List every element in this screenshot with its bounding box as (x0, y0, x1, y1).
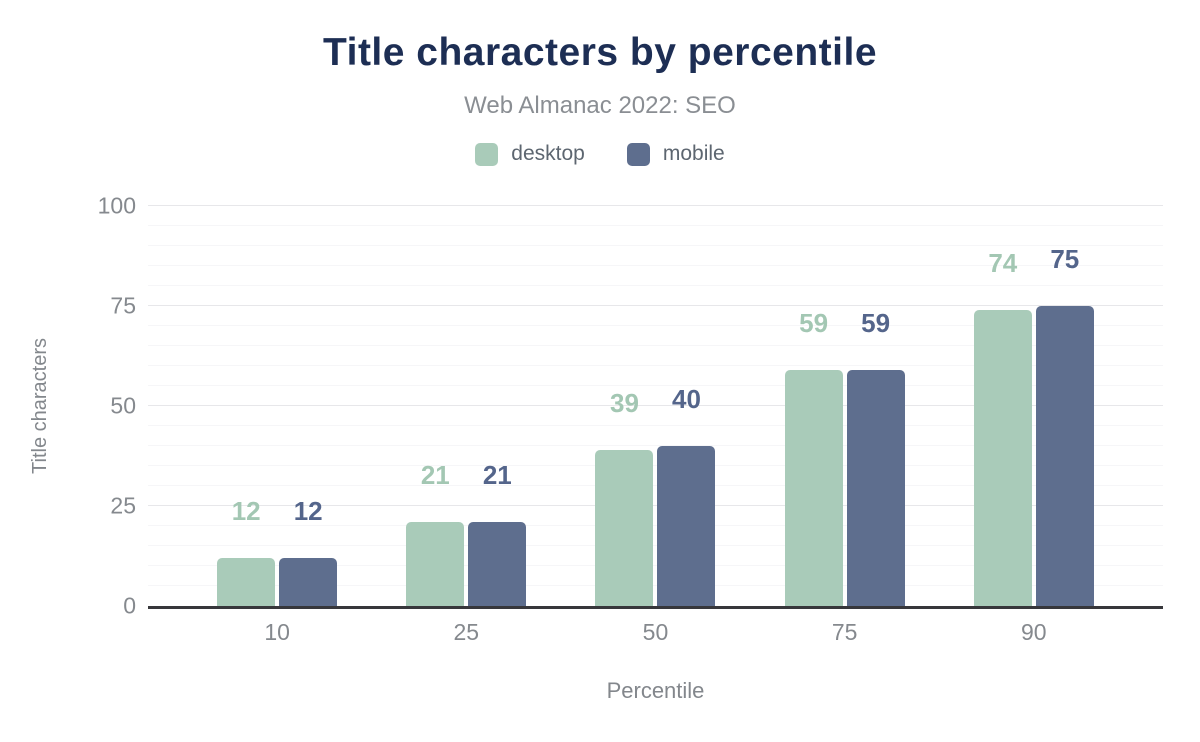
bar-wrap-mobile-90: 75 (1035, 206, 1094, 606)
gridline-95 (148, 225, 1163, 226)
bar-group-25: 21 21 (406, 206, 527, 606)
y-tick-label-0: 0 (123, 592, 136, 619)
gridline-25 (148, 505, 1163, 506)
legend-label-desktop: desktop (511, 142, 585, 165)
gridline-85 (148, 265, 1163, 266)
bar-wrap-desktop-10: 12 (217, 206, 276, 606)
gridline-40 (148, 445, 1163, 446)
x-tick-label-90: 90 (1020, 619, 1047, 645)
bar-group-50: 39 40 (595, 206, 716, 606)
gridline-60 (148, 365, 1163, 366)
bar-value-desktop-25: 21 (420, 460, 450, 490)
bar-value-desktop-10: 12 (231, 496, 261, 526)
y-tick-label-50: 50 (110, 392, 136, 419)
bar-wrap-mobile-10: 12 (279, 206, 338, 606)
legend-item-mobile[interactable]: mobile (626, 142, 725, 166)
bar-value-mobile-10: 12 (293, 496, 323, 526)
y-tick-label-100: 100 (97, 192, 136, 219)
bar-group-90: 74 75 (973, 206, 1094, 606)
bar-group-10: 12 12 (217, 206, 338, 606)
y-tick-label-75: 75 (110, 292, 136, 319)
bar-wrap-mobile-25: 21 (468, 206, 527, 606)
bar-wrap-desktop-50: 39 (595, 206, 654, 606)
gridline-75 (148, 305, 1163, 306)
y-tick-label-25: 25 (110, 492, 136, 519)
bar-mobile-10[interactable] (279, 558, 338, 606)
bar-mobile-90[interactable] (1035, 306, 1094, 606)
bar-desktop-50[interactable] (595, 450, 654, 606)
bar-desktop-75[interactable] (784, 370, 843, 606)
x-axis-title: Percentile (606, 678, 705, 703)
bar-desktop-25[interactable] (406, 522, 465, 606)
bar-value-mobile-90: 75 (1050, 244, 1080, 274)
gridline-20 (148, 525, 1163, 526)
gridline-55 (148, 385, 1163, 386)
gridline-45 (148, 425, 1163, 426)
legend: desktop mobile (0, 142, 1200, 166)
bar-wrap-mobile-75: 59 (846, 206, 905, 606)
bar-wrap-desktop-75: 59 (784, 206, 843, 606)
x-tick-label-75: 75 (831, 619, 858, 645)
chart-subtitle: Web Almanac 2022: SEO (464, 92, 736, 119)
gridline-90 (148, 245, 1163, 246)
bar-value-desktop-75: 59 (799, 308, 829, 338)
mobile-swatch-icon (626, 142, 650, 166)
legend-item-desktop[interactable]: desktop (475, 142, 585, 166)
bar-value-mobile-50: 40 (672, 384, 701, 414)
plot-area: 12 12 21 21 39 40 59 59 74 75 (148, 205, 1163, 609)
desktop-swatch-icon (475, 142, 499, 166)
bar-mobile-25[interactable] (468, 522, 527, 606)
gridline-10 (148, 565, 1163, 566)
bar-value-mobile-25: 21 (482, 460, 512, 490)
x-tick-labels: 10 25 50 75 90 (148, 619, 1163, 646)
gridline-5 (148, 585, 1163, 586)
bar-value-mobile-75: 59 (861, 308, 891, 338)
gridline-30 (148, 485, 1163, 486)
bar-wrap-desktop-25: 21 (406, 206, 465, 606)
legend-label-mobile: mobile (662, 142, 725, 165)
y-tick-labels: 0 25 50 75 100 (0, 194, 136, 617)
gridline-15 (148, 545, 1163, 546)
gridline-35 (148, 465, 1163, 466)
bar-desktop-10[interactable] (217, 558, 276, 606)
x-tick-label-10: 10 (264, 619, 290, 645)
bar-value-desktop-90: 74 (988, 248, 1018, 278)
bar-mobile-75[interactable] (846, 370, 905, 606)
bar-wrap-mobile-50: 40 (657, 206, 716, 606)
bar-wrap-desktop-90: 74 (973, 206, 1032, 606)
bar-desktop-90[interactable] (973, 310, 1032, 606)
gridline-70 (148, 325, 1163, 326)
gridline-65 (148, 345, 1163, 346)
gridline-50 (148, 405, 1163, 406)
x-tick-label-50: 50 (642, 619, 669, 645)
bar-mobile-50[interactable] (657, 446, 716, 606)
chart-title: Title characters by percentile (322, 31, 878, 74)
gridline-80 (148, 285, 1163, 286)
bar-groups: 12 12 21 21 39 40 59 59 74 75 (148, 206, 1163, 606)
x-tick-label-25: 25 (453, 619, 480, 645)
bar-value-desktop-50: 39 (610, 388, 639, 418)
bar-group-75: 59 59 (784, 206, 905, 606)
gridline-100 (148, 205, 1163, 206)
